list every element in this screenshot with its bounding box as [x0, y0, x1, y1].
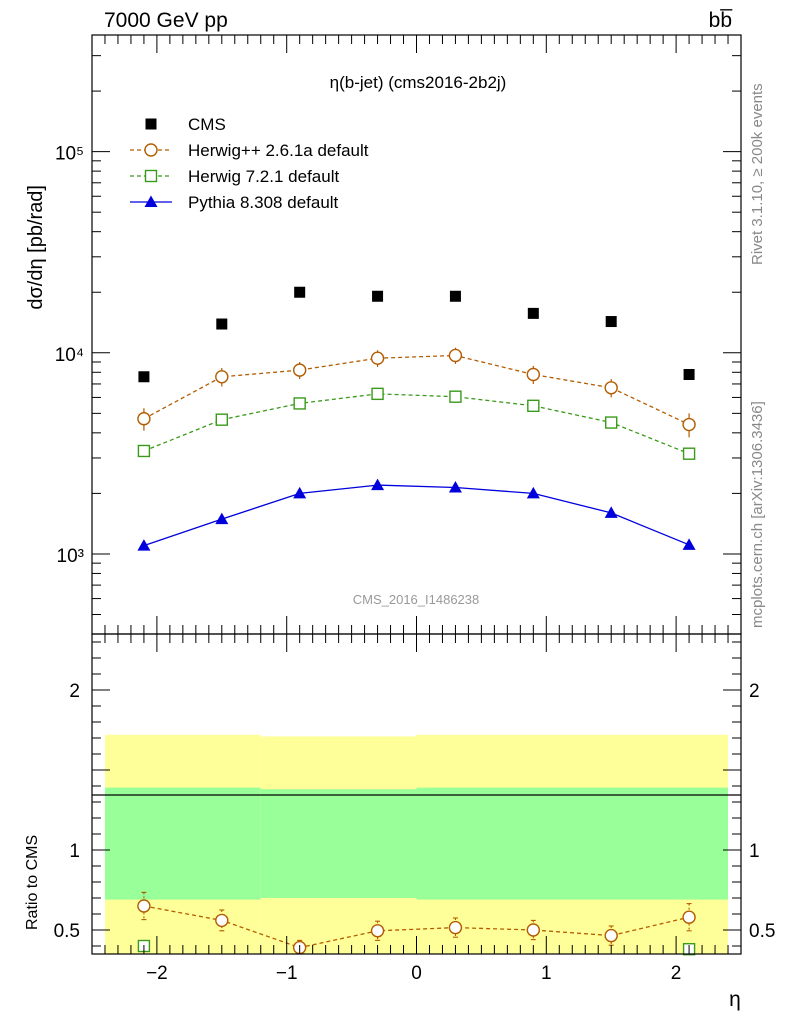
legend-marker [144, 169, 158, 183]
main-y-axis-label: dσ/dη [pb/rad] [25, 185, 47, 310]
legend-marker [144, 143, 158, 157]
data-point-herwig [137, 444, 151, 458]
data-point-cms [294, 286, 306, 298]
data-point-pythia [604, 506, 618, 518]
series-line-herwig [143, 393, 690, 455]
data-point-pythia [371, 478, 385, 491]
y-tick-label: 10⁴ [55, 345, 84, 366]
legend-label: CMS [188, 115, 226, 134]
ratio-point-herwigpp [215, 913, 229, 928]
main-chart-title: η(b-jet) (cms2016-2b2j) [330, 73, 507, 92]
ratio-y-axis-label: Ratio to CMS [24, 835, 41, 930]
x-tick-label: 0 [411, 963, 422, 984]
main-plot-series [137, 286, 696, 551]
data-point-herwigpp [448, 348, 463, 363]
legend-label: Herwig++ 2.6.1a default [188, 141, 369, 160]
data-point-herwigpp [370, 351, 385, 365]
ratio-point-herwigpp [526, 923, 541, 937]
data-point-cms [216, 318, 228, 330]
ratio-plot-bands [104, 734, 729, 954]
ratio-y-tick-label-right: 1 [749, 841, 760, 862]
data-point-herwig [293, 397, 306, 410]
ratio-y-tick-label: 0.5 [54, 921, 80, 942]
data-point-herwigpp [215, 370, 229, 384]
ratio-y-tick-label-right: 0.5 [749, 921, 775, 942]
x-tick-label: 2 [671, 963, 682, 984]
legend-marker [144, 195, 158, 207]
data-point-herwigpp [137, 412, 151, 426]
legend-label: Pythia 8.308 default [188, 193, 339, 212]
data-point-cms [605, 316, 617, 328]
rivet-version-text: Rivet 3.1.10, ≥ 200k events [749, 83, 766, 265]
uncertainty-band-inner [416, 787, 729, 900]
data-point-herwig [682, 447, 696, 460]
data-point-cms [138, 371, 150, 383]
x-axis-label: η [729, 988, 741, 1011]
y-tick-label: 10³ [57, 546, 84, 567]
data-point-herwig [371, 387, 384, 401]
data-point-pythia [215, 512, 229, 525]
data-point-cms [372, 290, 384, 302]
data-point-pythia [293, 486, 307, 499]
data-point-pythia [137, 539, 151, 551]
data-point-herwig [527, 399, 540, 413]
x-tick-label: −1 [276, 963, 298, 984]
main-plot-ticks: 10³ 10⁴ 10⁵ [55, 35, 742, 635]
uncertainty-band-inner [260, 789, 417, 898]
ratio-point-herwigpp [370, 924, 385, 938]
ratio-y-tick-label: 1 [69, 841, 80, 862]
legend-label: Herwig 7.2.1 default [188, 167, 339, 186]
data-point-cms [527, 307, 539, 319]
y-tick-label: 10⁵ [55, 144, 84, 165]
data-point-pythia [526, 486, 540, 499]
main-watermark: CMS_2016_I1486238 [353, 592, 480, 607]
ratio-plot-ticks: 0.5 0.5 1 1 2 2 −2 −1 0 1 2 [54, 634, 775, 984]
data-point-pythia [448, 480, 462, 493]
data-point-herwigpp [292, 363, 307, 377]
legend: CMS Herwig++ 2.6.1a default Herwig 7.2.1 d… [130, 115, 369, 212]
series-line-pythia [143, 484, 690, 547]
process-label: bb̅ [709, 9, 734, 32]
x-tick-label: 1 [541, 963, 552, 984]
energy-label: 7000 GeV pp [104, 9, 228, 32]
data-point-herwigpp [604, 381, 618, 395]
data-point-herwig [449, 390, 462, 403]
x-tick-label: −2 [146, 963, 168, 984]
data-point-cms [683, 368, 695, 380]
series-line-herwigpp [143, 354, 690, 426]
data-point-herwig [215, 413, 229, 426]
legend-marker [145, 118, 157, 130]
uncertainty-band-inner [104, 787, 261, 900]
ratio-point-herwigpp [448, 920, 463, 935]
data-point-pythia [682, 538, 696, 550]
data-point-cms [449, 290, 461, 302]
ratio-point-herwigpp [137, 899, 151, 913]
data-point-herwigpp [526, 367, 541, 382]
ratio-line-herwigpp [143, 905, 690, 949]
ratio-point-herwigpp [682, 910, 696, 924]
ratio-point-herwigpp [604, 928, 618, 943]
data-point-herwigpp [682, 417, 696, 432]
ratio-y-tick-label: 2 [69, 681, 80, 702]
data-point-herwig [605, 416, 618, 429]
ratio-y-tick-label-right: 2 [749, 681, 760, 702]
ratio-plot-series [137, 891, 696, 956]
mcplots-credit-text: mcplots.cern.ch [arXiv:1306.3436] [749, 401, 766, 628]
